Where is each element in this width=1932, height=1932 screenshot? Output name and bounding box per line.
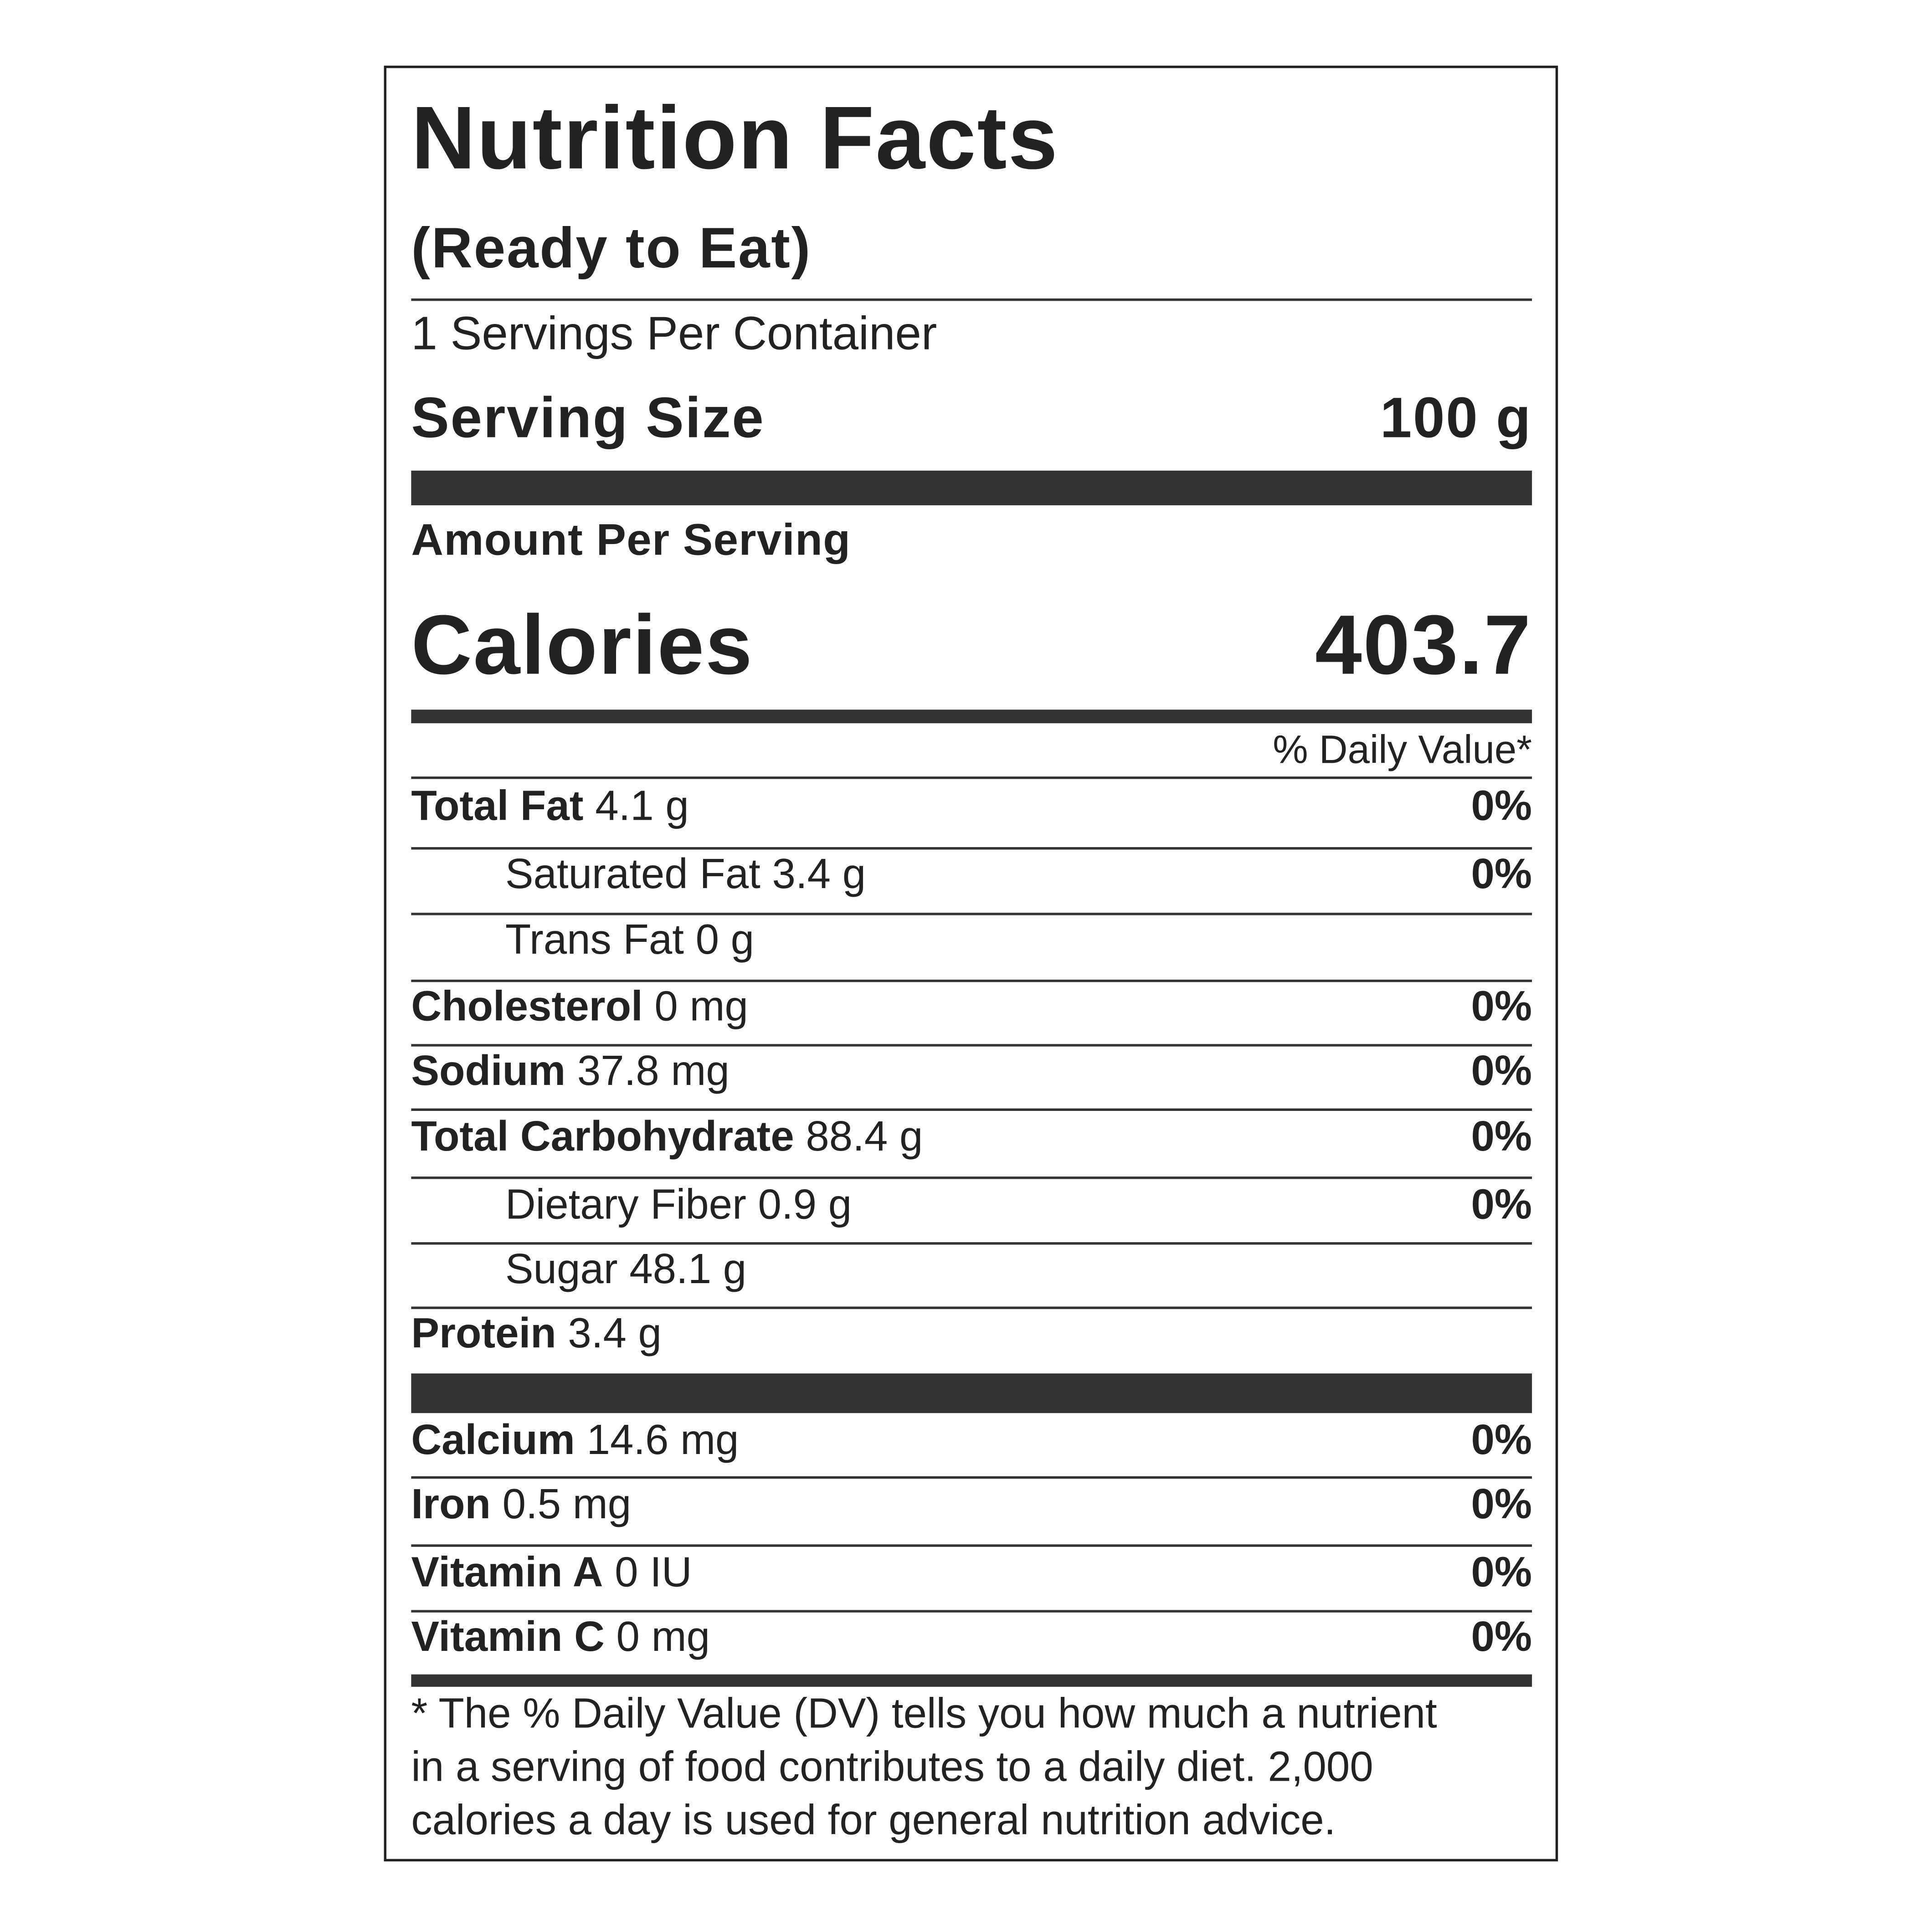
nutrient-amount: 37.8 mg bbox=[577, 1048, 730, 1095]
thick-bar bbox=[411, 470, 1532, 505]
calories-value: 403.7 bbox=[1315, 598, 1532, 693]
daily-value: 0% bbox=[1471, 983, 1532, 1031]
rule bbox=[411, 1610, 1532, 1613]
nutrient-name: Iron bbox=[411, 1481, 491, 1528]
nutrient-row: Sugar 48.1 g bbox=[505, 1249, 746, 1290]
nutrient-name: Sodium bbox=[411, 1048, 566, 1095]
serving-size-value: 100 g bbox=[1380, 385, 1532, 450]
nutrient-row: Sodium 37.8 mg bbox=[411, 1050, 729, 1092]
nutrient-name: Dietary Fiber bbox=[505, 1181, 746, 1229]
daily-value: 0% bbox=[1471, 1417, 1532, 1464]
daily-value: 0% bbox=[1471, 1481, 1532, 1528]
rule bbox=[411, 1476, 1532, 1479]
nutrient-name: Total Fat bbox=[411, 782, 584, 830]
footnote-line: in a serving of food contributes to a da… bbox=[411, 1743, 1373, 1791]
subtitle: (Ready to Eat) bbox=[411, 215, 812, 280]
nutrient-amount: 48.1 g bbox=[629, 1246, 747, 1293]
nutrient-name: Saturated Fat bbox=[505, 851, 760, 898]
servings: 1 Servings Per Container bbox=[411, 308, 937, 360]
nutrient-row: Saturated Fat 3.4 g bbox=[505, 853, 866, 895]
nutrient-row: Total Fat 4.1 g bbox=[411, 785, 689, 827]
nutrient-row: Calcium 14.6 mg bbox=[411, 1419, 739, 1461]
footnote-line: calories a day is used for general nutri… bbox=[411, 1797, 1336, 1845]
nutrient-name: Protein bbox=[411, 1310, 556, 1357]
daily-value-header: % Daily Value* bbox=[1273, 727, 1532, 772]
nutrient-name: Calcium bbox=[411, 1417, 575, 1464]
rule bbox=[411, 1108, 1532, 1111]
rule bbox=[411, 1544, 1532, 1547]
rule bbox=[411, 1306, 1532, 1309]
nutrient-row: Vitamin A 0 IU bbox=[411, 1552, 692, 1594]
nutrient-row: Cholesterol 0 mg bbox=[411, 986, 748, 1028]
label-border bbox=[384, 66, 1558, 1862]
thick-bar bbox=[411, 1373, 1532, 1413]
nutrient-row: Trans Fat 0 g bbox=[505, 919, 754, 961]
medium-bar bbox=[411, 709, 1532, 724]
amount-per-serving: Amount Per Serving bbox=[411, 514, 851, 565]
nutrient-name: Sugar bbox=[505, 1246, 618, 1293]
title: Nutrition Facts bbox=[411, 89, 1059, 189]
nutrient-amount: 0 mg bbox=[616, 1613, 710, 1661]
medium-bar bbox=[411, 1674, 1532, 1687]
rule bbox=[411, 1044, 1532, 1047]
footnote-line: * The % Daily Value (DV) tells you how m… bbox=[411, 1690, 1437, 1738]
nutrient-amount: 0.5 mg bbox=[502, 1481, 632, 1528]
nutrient-row: Dietary Fiber 0.9 g bbox=[505, 1184, 852, 1226]
daily-value: 0% bbox=[1471, 1113, 1532, 1161]
daily-value: 0% bbox=[1471, 1613, 1532, 1661]
nutrient-row: Protein 3.4 g bbox=[411, 1313, 662, 1355]
nutrient-amount: 0 IU bbox=[615, 1549, 692, 1597]
rule bbox=[411, 298, 1532, 301]
nutrient-amount: 88.4 g bbox=[806, 1113, 923, 1161]
nutrient-name: Cholesterol bbox=[411, 983, 643, 1031]
nutrient-row: Total Carbohydrate 88.4 g bbox=[411, 1116, 923, 1158]
nutrient-row: Vitamin C 0 mg bbox=[411, 1616, 710, 1658]
calories-label: Calories bbox=[411, 598, 754, 693]
nutrient-amount: 4.1 g bbox=[595, 782, 689, 830]
nutrient-amount: 3.4 g bbox=[772, 851, 866, 898]
nutrient-amount: 0 mg bbox=[654, 983, 748, 1031]
daily-value: 0% bbox=[1471, 1549, 1532, 1597]
nutrient-amount: 14.6 mg bbox=[586, 1417, 739, 1464]
serving-size-label: Serving Size bbox=[411, 385, 765, 450]
daily-value: 0% bbox=[1471, 782, 1532, 830]
rule bbox=[411, 1242, 1532, 1245]
nutrient-row: Iron 0.5 mg bbox=[411, 1484, 631, 1526]
nutrient-name: Total Carbohydrate bbox=[411, 1113, 794, 1161]
nutrient-name: Vitamin A bbox=[411, 1549, 603, 1597]
rule bbox=[411, 847, 1532, 850]
rule bbox=[411, 776, 1532, 779]
rule bbox=[411, 913, 1532, 915]
rule bbox=[411, 1177, 1532, 1179]
daily-value: 0% bbox=[1471, 1048, 1532, 1095]
nutrient-name: Trans Fat bbox=[505, 916, 684, 964]
nutrient-amount: 0 g bbox=[695, 916, 755, 964]
nutrient-amount: 0.9 g bbox=[758, 1181, 852, 1229]
daily-value: 0% bbox=[1471, 851, 1532, 898]
rule bbox=[411, 979, 1532, 982]
nutrient-amount: 3.4 g bbox=[568, 1310, 662, 1357]
daily-value: 0% bbox=[1471, 1181, 1532, 1229]
nutrient-name: Vitamin C bbox=[411, 1613, 605, 1661]
